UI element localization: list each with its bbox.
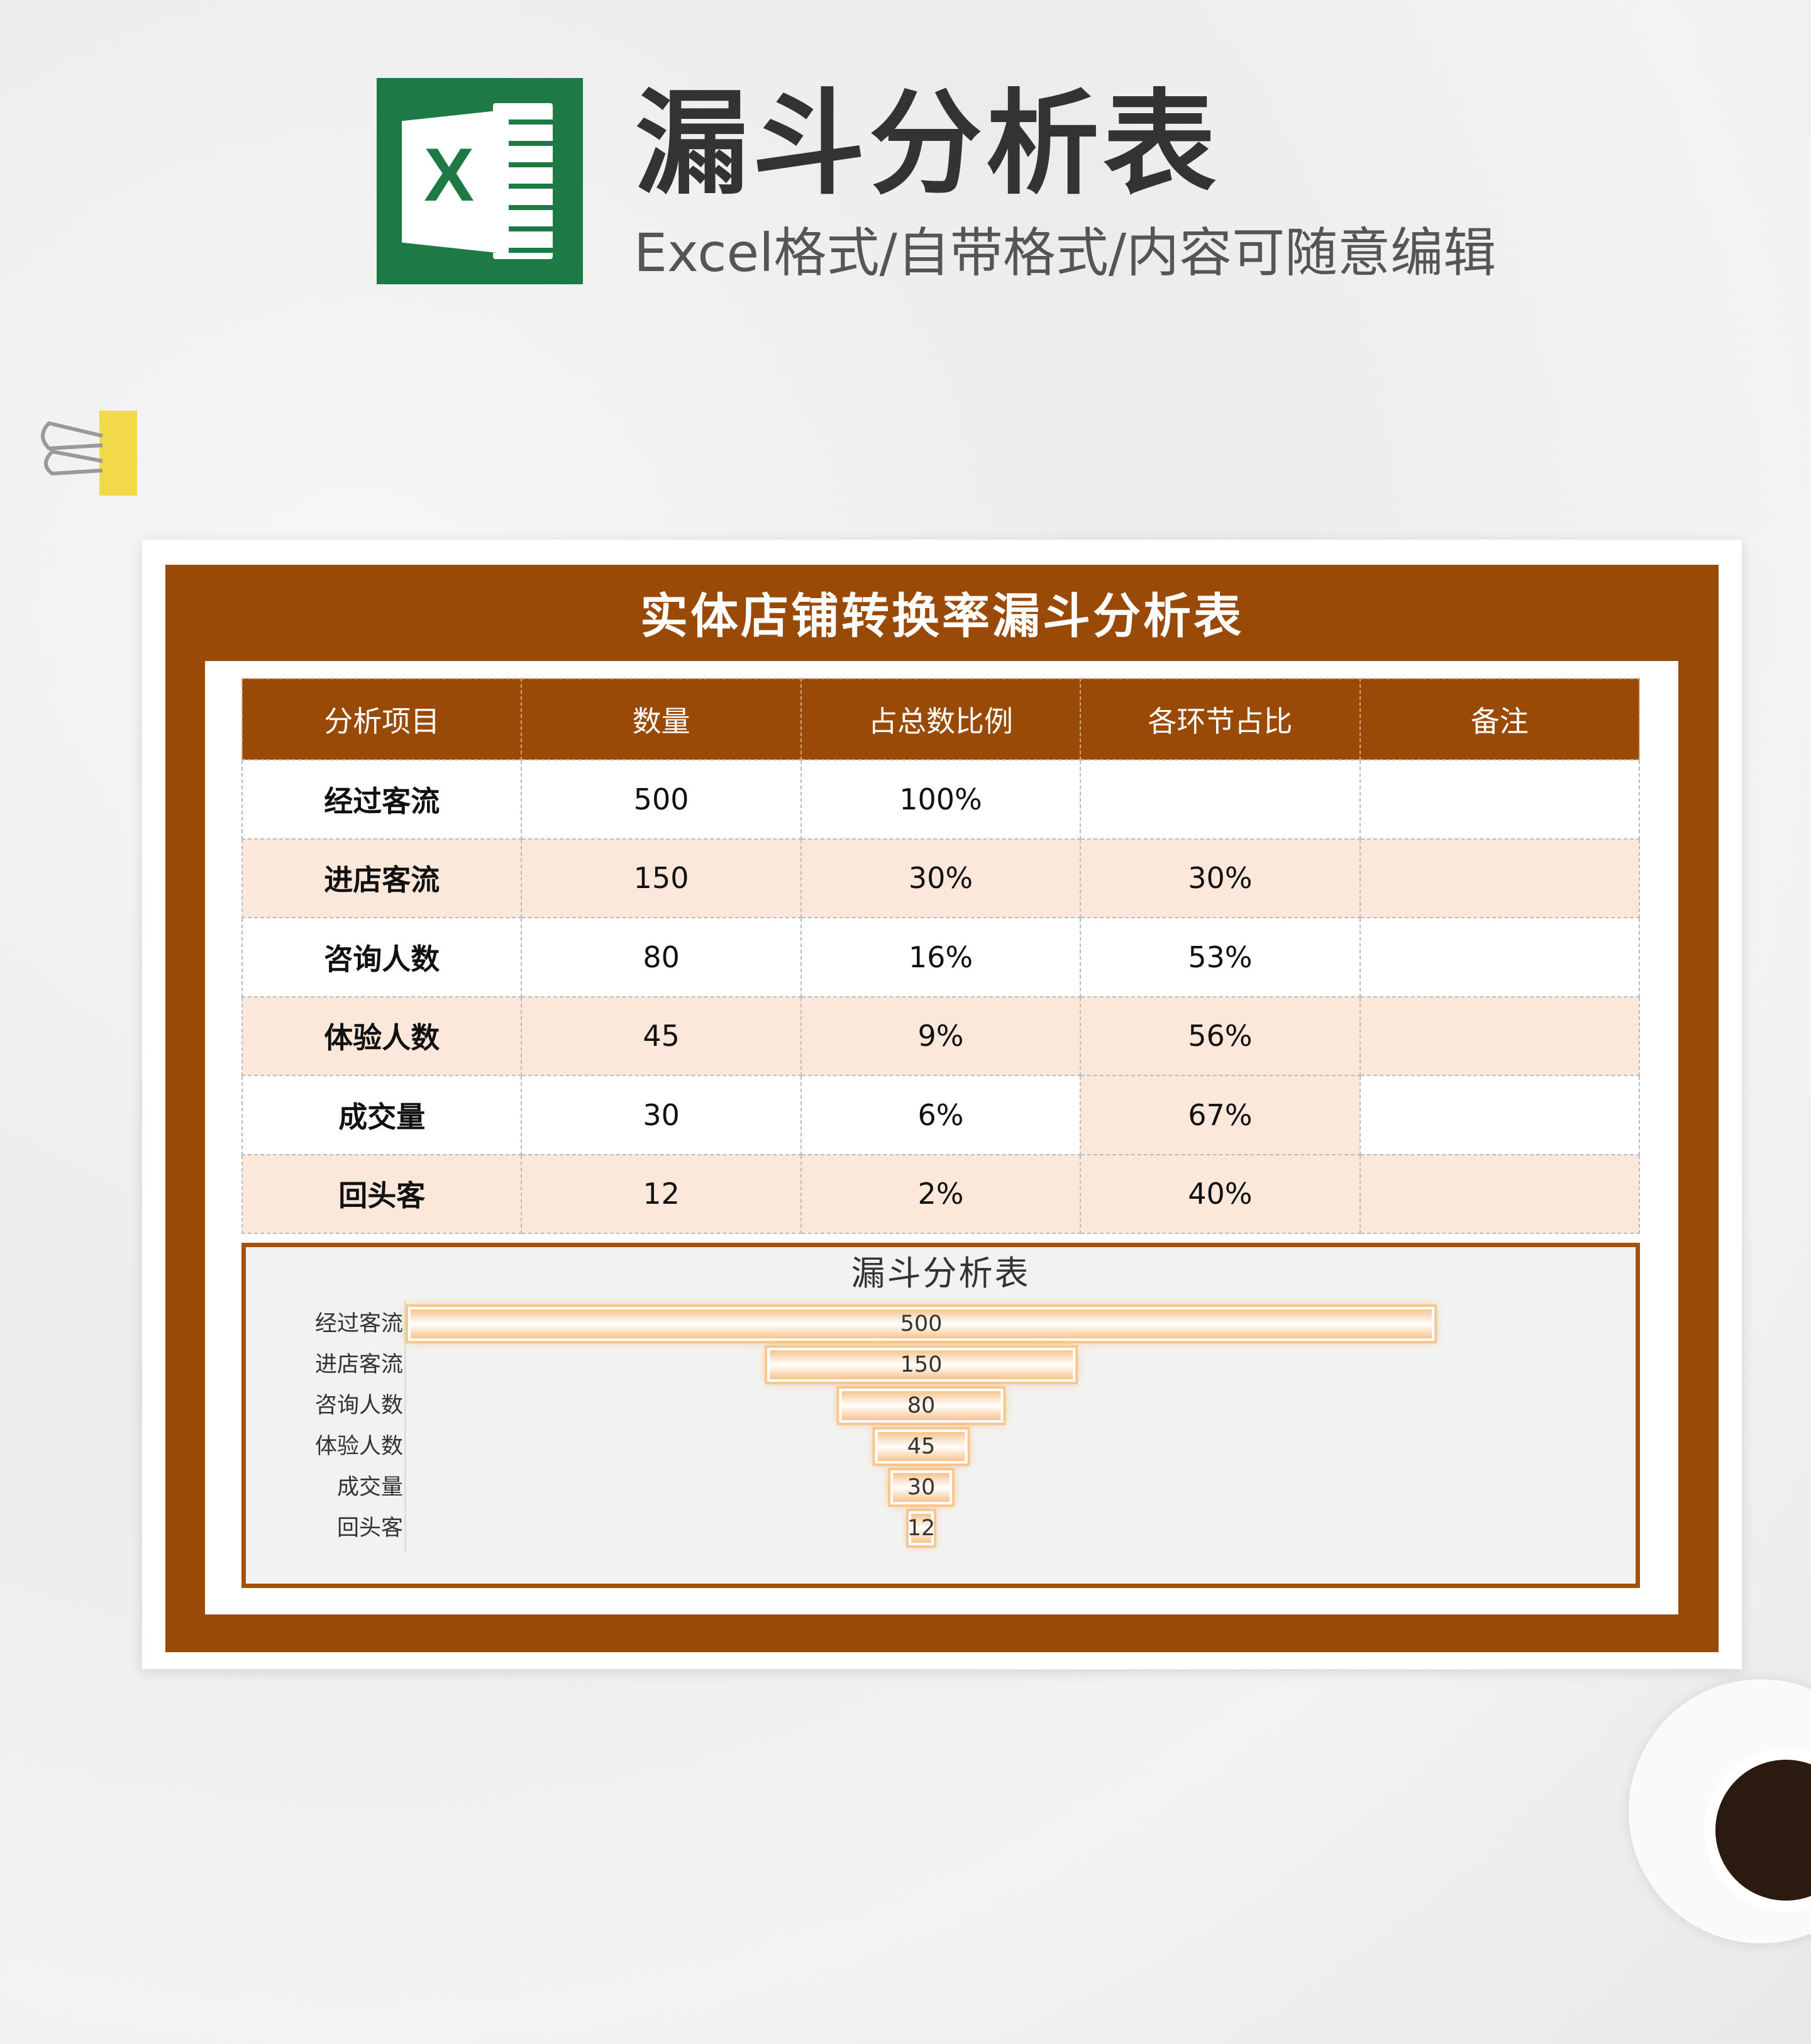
funnel-value-label: 500 <box>900 1311 943 1336</box>
table-cell[interactable]: 12 <box>521 1153 802 1234</box>
table-row: 进店客流 150 30% 30% <box>241 838 1641 918</box>
funnel-table: 分析项目 数量 占总数比例 各环节占比 备注 经过客流 500 100% 进店客流 15… <box>241 678 1641 1234</box>
funnel-category-label: 咨询人数 <box>314 1393 403 1418</box>
table-cell[interactable] <box>1359 917 1641 997</box>
excel-logo: X <box>377 78 583 284</box>
funnel-bar[interactable] <box>767 1348 1075 1382</box>
table-cell[interactable]: 回头客 <box>241 1153 523 1234</box>
table-cell[interactable] <box>1080 759 1361 840</box>
funnel-value-label: 12 <box>907 1516 936 1541</box>
table-cell[interactable]: 150 <box>521 838 802 918</box>
table-cell[interactable] <box>1359 1153 1641 1234</box>
table-row: 咨询人数 80 16% 53% <box>241 917 1641 997</box>
table-cell[interactable]: 56% <box>1080 996 1361 1076</box>
table-row: 成交量 30 6% 67% <box>241 1075 1641 1155</box>
table-cell[interactable]: 6% <box>800 1075 1082 1155</box>
table-cell[interactable]: 80 <box>521 917 802 997</box>
page-title: 漏斗分析表 <box>635 79 1221 210</box>
funnel-bar[interactable] <box>890 1470 952 1504</box>
funnel-bar[interactable] <box>909 1511 934 1545</box>
chart-axis <box>404 1301 406 1552</box>
funnel-bar[interactable] <box>875 1430 968 1464</box>
table-cell[interactable]: 67% <box>1080 1075 1361 1155</box>
column-header[interactable]: 各环节占比 <box>1080 678 1361 760</box>
funnel-category-label: 回头客 <box>336 1516 403 1541</box>
funnel-value-label: 45 <box>907 1434 936 1459</box>
funnel-category-label: 体验人数 <box>314 1434 403 1459</box>
table-cell[interactable]: 53% <box>1080 917 1361 997</box>
table-cell[interactable] <box>1359 759 1641 840</box>
table-cell[interactable]: 100% <box>800 759 1082 840</box>
funnel-bar[interactable] <box>408 1307 1434 1341</box>
chart-title: 漏斗分析表 <box>851 1253 1031 1293</box>
table-cell[interactable]: 体验人数 <box>241 996 523 1076</box>
funnel-chart[interactable]: 漏斗分析表 经过客流 500 进店客流 150 咨询人数 80 体验人数 45 成交量 30 回头客… <box>241 1243 1640 1588</box>
table-cell[interactable]: 500 <box>521 759 802 840</box>
table-cell[interactable]: 成交量 <box>241 1075 523 1155</box>
page-subtitle: Excel格式/自带格式/内容可随意编辑 <box>634 222 1497 284</box>
table-header-row: 分析项目 数量 占总数比例 各环节占比 备注 <box>241 678 1641 760</box>
table-cell[interactable]: 经过客流 <box>241 759 523 840</box>
funnel-value-label: 80 <box>907 1393 936 1418</box>
table-cell[interactable]: 进店客流 <box>241 838 523 918</box>
binder-clip-icon <box>41 411 137 496</box>
funnel-value-label: 150 <box>900 1352 943 1377</box>
table-cell[interactable]: 30% <box>1080 838 1361 918</box>
funnel-category-label: 进店客流 <box>314 1352 403 1377</box>
table-row: 回头客 12 2% 40% <box>241 1153 1641 1234</box>
table-cell[interactable]: 45 <box>521 996 802 1076</box>
table-cell[interactable]: 16% <box>800 917 1082 997</box>
column-header[interactable]: 分析项目 <box>241 678 523 760</box>
coffee-cup-decoration <box>1629 1679 1811 1943</box>
funnel-bar[interactable] <box>839 1389 1004 1423</box>
table-cell[interactable] <box>1359 838 1641 918</box>
table-cell[interactable]: 30 <box>521 1075 802 1155</box>
column-header[interactable]: 数量 <box>521 678 802 760</box>
table-cell[interactable]: 9% <box>800 996 1082 1076</box>
funnel-category-label: 经过客流 <box>314 1311 403 1336</box>
table-row: 经过客流 500 100% <box>241 759 1641 840</box>
table-cell[interactable]: 咨询人数 <box>241 917 523 997</box>
sheet-title: 实体店铺转换率漏斗分析表 <box>640 588 1244 644</box>
table-cell[interactable] <box>1359 996 1641 1076</box>
funnel-value-label: 30 <box>907 1475 936 1500</box>
table-cell[interactable] <box>1359 1075 1641 1155</box>
table-cell[interactable]: 2% <box>800 1153 1082 1234</box>
table-cell[interactable]: 40% <box>1080 1153 1361 1234</box>
column-header[interactable]: 备注 <box>1359 678 1641 760</box>
table-row: 体验人数 45 9% 56% <box>241 996 1641 1076</box>
funnel-category-label: 成交量 <box>336 1475 403 1500</box>
table-cell[interactable]: 30% <box>800 838 1082 918</box>
column-header[interactable]: 占总数比例 <box>800 678 1082 760</box>
